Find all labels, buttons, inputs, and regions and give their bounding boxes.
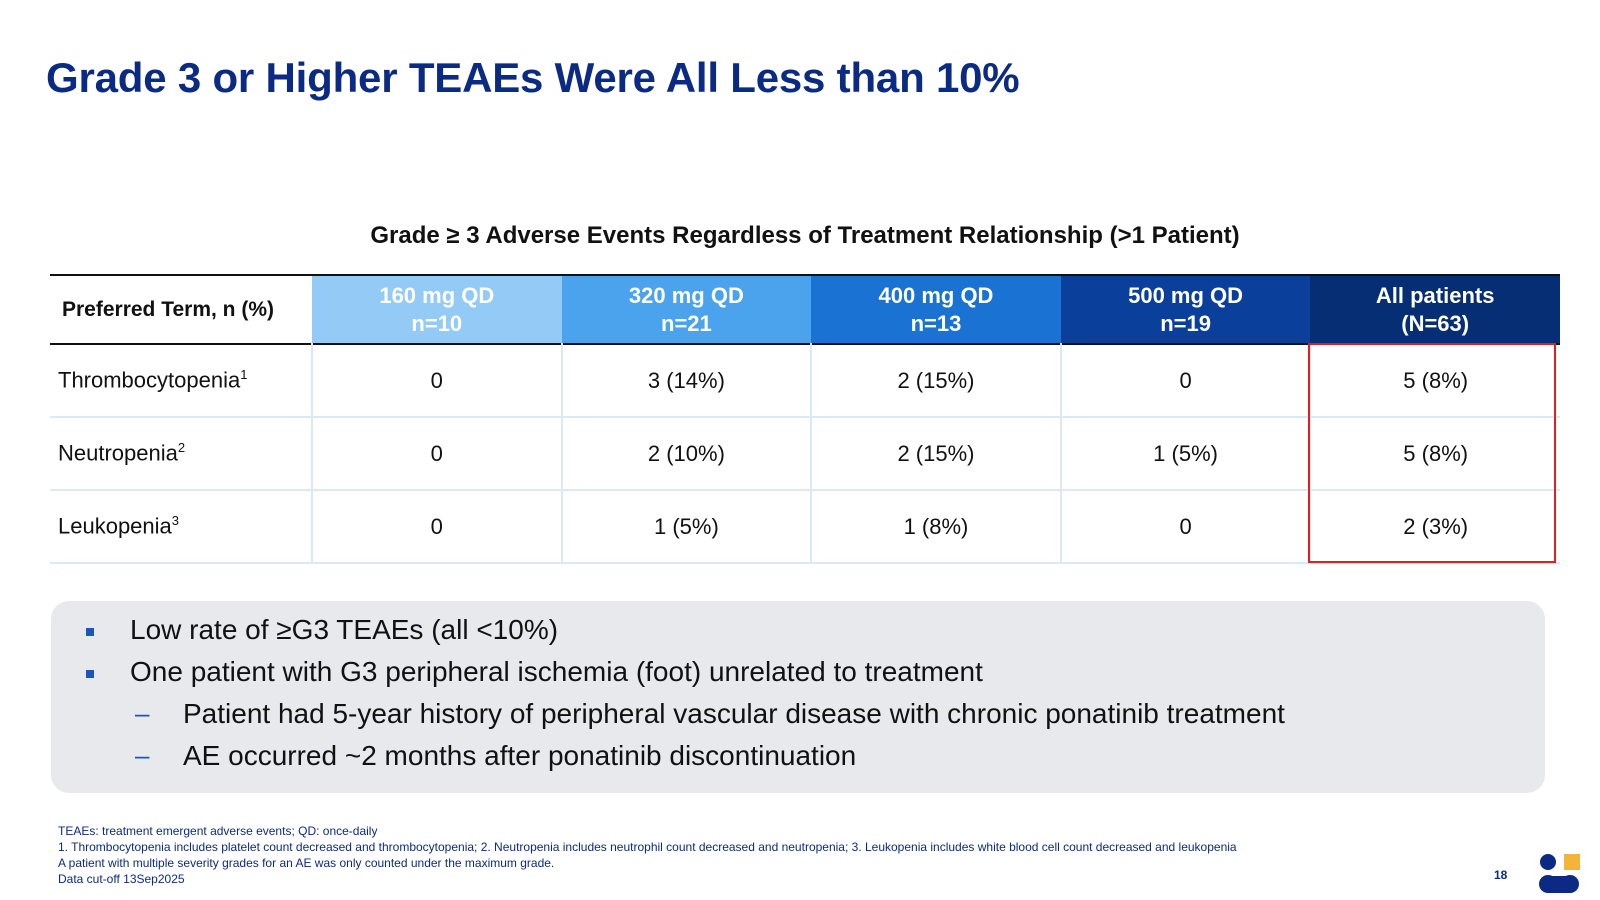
table-row: Leukopenia3 0 1 (5%) 1 (8%) 0 2 (3%) — [50, 490, 1560, 563]
value-cell: 0 — [1059, 490, 1311, 563]
page-number: 18 — [1494, 868, 1508, 882]
value-cell: 5 (8%) — [1309, 417, 1560, 490]
dash-bullet-icon: – — [135, 740, 150, 770]
slide-title: Grade 3 or Higher TEAEs Were All Less th… — [46, 54, 1020, 101]
column-dose-label: 320 mg QD — [628, 282, 744, 308]
table-caption: Grade ≥ 3 Adverse Events Regardless of T… — [370, 222, 1240, 249]
summary-panel: Low rate of ≥G3 TEAEs (all <10%) One pat… — [51, 601, 1545, 793]
footnote-ref: 2 — [177, 440, 186, 456]
column-dose-label: 160 mg QD — [379, 282, 495, 308]
value-cell: 1 (5%) — [560, 490, 812, 563]
footnotes: TEAEs: treatment emergent adverse events… — [58, 823, 1237, 887]
bullet-square-icon — [86, 670, 94, 678]
term-cell: Neutropenia2 — [50, 417, 312, 490]
column-header-400mg: 400 mg QD n=13 — [811, 275, 1061, 344]
value-cell: 0 — [311, 417, 562, 490]
value-cell: 0 — [1059, 344, 1311, 417]
footnote-line: Data cut-off 13Sep2025 — [58, 872, 185, 886]
summary-bullet: One patient with G3 peripheral ischemia … — [130, 656, 983, 687]
value-cell: 1 (8%) — [810, 490, 1061, 563]
footnote-line: A patient with multiple severity grades … — [58, 856, 555, 870]
company-logo-icon — [1539, 854, 1580, 893]
column-dose-label: 500 mg QD — [1128, 282, 1244, 308]
term-header: Preferred Term, n (%) — [50, 275, 312, 344]
value-cell: 1 (5%) — [1059, 417, 1311, 490]
adverse-events-table: Preferred Term, n (%) 160 mg QD n=10 320… — [50, 274, 1560, 564]
value-cell: 3 (14%) — [560, 344, 812, 417]
column-n-label: n=21 — [661, 310, 712, 336]
term-label: Neutropenia — [58, 440, 178, 466]
column-header-320mg: 320 mg QD n=21 — [561, 275, 812, 344]
value-cell: 2 (15%) — [810, 417, 1061, 490]
table-row: Thrombocytopenia1 0 3 (14%) 2 (15%) 0 5 … — [50, 344, 1560, 417]
value-cell: 2 (10%) — [560, 417, 812, 490]
value-cell: 2 (15%) — [810, 344, 1061, 417]
summary-bullet: Low rate of ≥G3 TEAEs (all <10%) — [130, 614, 559, 645]
footnote-line: 1. Thrombocytopenia includes platelet co… — [58, 840, 1237, 854]
value-cell: 0 — [311, 490, 562, 563]
value-cell: 2 (3%) — [1309, 490, 1560, 563]
footnote-ref: 1 — [240, 367, 248, 383]
term-cell: Thrombocytopenia1 — [50, 344, 312, 417]
summary-sub-bullet: Patient had 5-year history of peripheral… — [183, 698, 1285, 729]
value-cell: 0 — [311, 344, 562, 417]
column-header-160mg: 160 mg QD n=10 — [312, 275, 562, 344]
table-row: Neutropenia2 0 2 (10%) 2 (15%) 1 (5%) 5 … — [50, 417, 1560, 490]
bullet-square-icon — [86, 628, 94, 636]
column-dose-label: All patients — [1375, 282, 1495, 308]
column-n-label: (N=63) — [1401, 310, 1470, 336]
summary-sub-bullet: AE occurred ~2 months after ponatinib di… — [183, 740, 857, 771]
table-header-row: Preferred Term, n (%) 160 mg QD n=10 320… — [50, 275, 1560, 344]
column-header-all-patients: All patients (N=63) — [1310, 275, 1560, 344]
column-n-label: n=10 — [411, 310, 463, 336]
column-n-label: n=13 — [910, 310, 962, 336]
column-header-500mg: 500 mg QD n=19 — [1060, 275, 1311, 344]
term-label: Leukopenia — [58, 513, 172, 539]
column-n-label: n=19 — [1160, 310, 1211, 336]
dash-bullet-icon: – — [135, 698, 150, 728]
value-cell: 5 (8%) — [1309, 344, 1560, 417]
term-cell: Leukopenia3 — [50, 490, 312, 563]
term-label: Thrombocytopenia — [58, 367, 241, 393]
footnote-ref: 3 — [171, 513, 180, 529]
column-dose-label: 400 mg QD — [878, 282, 994, 308]
footnote-line: TEAEs: treatment emergent adverse events… — [58, 824, 378, 838]
